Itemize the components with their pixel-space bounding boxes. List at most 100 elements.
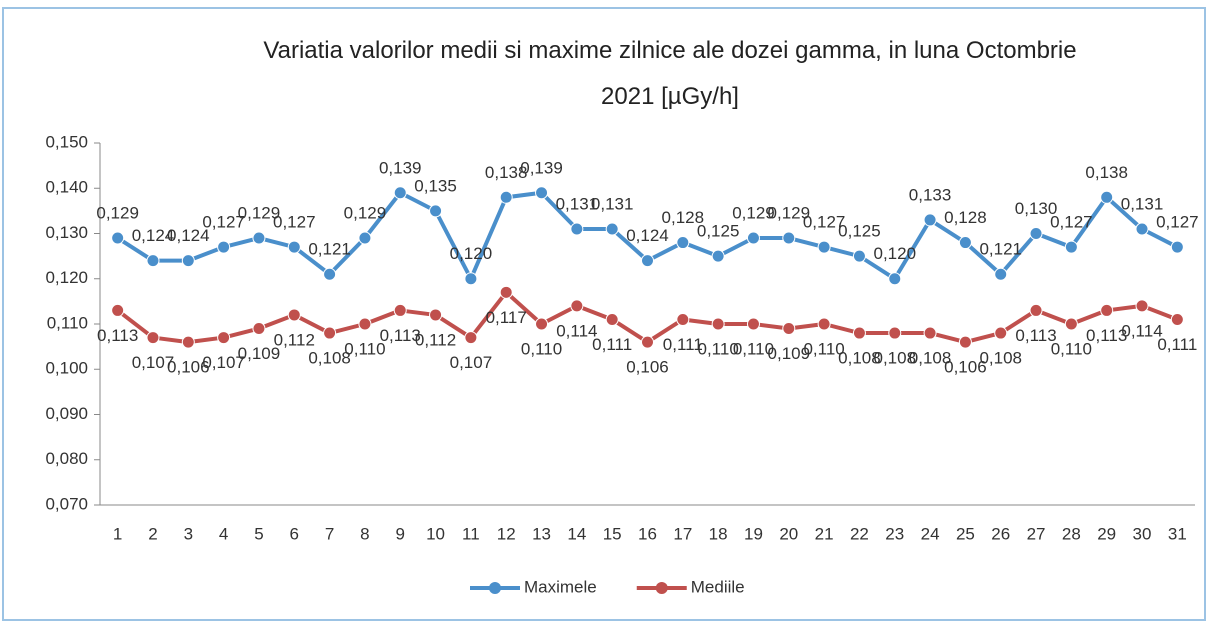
marker: [994, 326, 1008, 340]
data-label: 0,131: [591, 194, 634, 213]
data-label: 0,110: [521, 339, 562, 358]
data-label: 0,128: [662, 208, 705, 227]
data-label: 0,130: [1015, 199, 1058, 218]
data-label: 0,120: [450, 244, 493, 263]
marker: [287, 240, 301, 254]
marker: [252, 322, 266, 336]
y-tick-label: 0,100: [45, 359, 88, 378]
marker: [252, 231, 266, 245]
data-label: 0,128: [944, 208, 987, 227]
data-label: 0,129: [732, 204, 775, 223]
x-tick-label: 1: [113, 524, 122, 543]
marker: [994, 267, 1008, 281]
data-label: 0,108: [873, 349, 916, 368]
marker: [641, 254, 654, 268]
data-label: 0,129: [96, 204, 139, 223]
marker: [535, 317, 549, 331]
marker: [181, 335, 195, 349]
data-label: 0,110: [698, 339, 739, 358]
marker: [1100, 190, 1114, 204]
x-tick-label: 23: [885, 524, 904, 543]
marker: [676, 236, 690, 250]
marker: [217, 240, 231, 254]
marker: [1064, 317, 1078, 331]
marker: [429, 204, 443, 218]
x-tick-label: 12: [497, 524, 516, 543]
marker: [570, 222, 584, 236]
marker: [393, 186, 407, 200]
data-label: 0,109: [768, 344, 811, 363]
data-label: 0,108: [308, 349, 351, 368]
x-tick-label: 21: [815, 524, 834, 543]
data-label: 0,138: [485, 163, 528, 182]
x-tick-label: 7: [325, 524, 334, 543]
y-tick-label: 0,150: [45, 132, 88, 151]
marker: [499, 190, 513, 204]
marker: [605, 222, 619, 236]
marker: [358, 231, 372, 245]
data-label: 0,127: [803, 213, 846, 232]
marker: [217, 331, 231, 345]
data-label: 0,124: [132, 226, 175, 245]
marker: [181, 254, 195, 268]
data-label: 0,124: [626, 226, 669, 245]
x-tick-label: 11: [462, 524, 480, 543]
data-label: 0,139: [379, 158, 422, 177]
x-tick-label: 16: [638, 524, 657, 543]
data-label: 0,127: [1156, 213, 1199, 232]
data-label: 0,133: [909, 185, 952, 204]
marker: [323, 267, 337, 281]
marker: [358, 317, 372, 331]
x-tick-label: 5: [254, 524, 263, 543]
data-label: 0,106: [167, 358, 210, 377]
data-label: 0,127: [273, 213, 316, 232]
data-label: 0,110: [803, 339, 844, 358]
marker: [958, 236, 972, 250]
marker: [782, 322, 796, 336]
marker: [1064, 240, 1078, 254]
marker: [641, 335, 654, 349]
data-label: 0,106: [626, 358, 669, 377]
data-label: 0,129: [344, 204, 387, 223]
data-label: 0,112: [415, 330, 456, 349]
data-label: 0,125: [697, 222, 740, 241]
x-tick-label: 9: [396, 524, 405, 543]
x-tick-label: 24: [921, 524, 940, 543]
data-label: 0,129: [238, 204, 281, 223]
marker: [711, 317, 725, 331]
marker: [464, 272, 478, 286]
data-label: 0,127: [202, 213, 245, 232]
data-label: 0,107: [450, 353, 493, 372]
marker: [146, 331, 160, 345]
marker: [146, 254, 160, 268]
x-tick-label: 20: [779, 524, 798, 543]
y-tick-label: 0,110: [47, 313, 88, 332]
data-label: 0,120: [873, 244, 916, 263]
data-label: 0,112: [274, 330, 315, 349]
data-label: 0,125: [838, 222, 881, 241]
legend-marker: [489, 582, 501, 594]
data-label: 0,114: [556, 321, 597, 340]
marker: [1170, 312, 1184, 326]
data-label: 0,106: [944, 358, 987, 377]
marker: [464, 331, 478, 345]
marker: [287, 308, 301, 322]
marker: [782, 231, 796, 245]
x-tick-label: 10: [426, 524, 445, 543]
marker: [323, 326, 337, 340]
data-label: 0,129: [768, 204, 811, 223]
marker: [1135, 222, 1149, 236]
data-label: 0,131: [1121, 194, 1164, 213]
marker: [605, 312, 619, 326]
marker: [746, 317, 760, 331]
x-tick-label: 28: [1062, 524, 1081, 543]
marker: [817, 317, 831, 331]
marker: [852, 249, 866, 263]
y-tick-label: 0,140: [45, 178, 88, 197]
marker: [111, 231, 125, 245]
data-label: 0,108: [838, 349, 881, 368]
x-tick-label: 25: [956, 524, 975, 543]
chart-title: Variatia valorilor medii si maxime zilni…: [263, 37, 1077, 110]
x-tick-label: 2: [148, 524, 157, 543]
